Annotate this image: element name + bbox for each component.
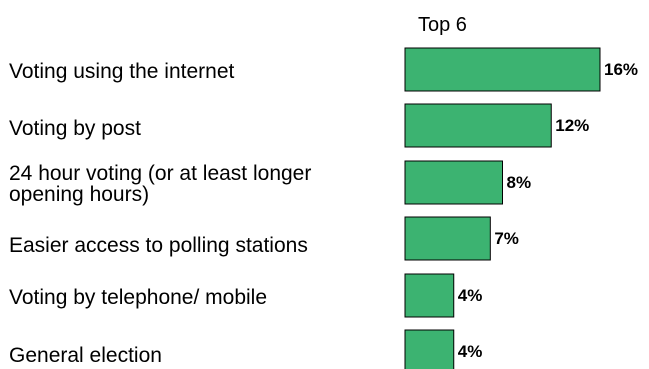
category-label-2: 24 hour voting (or at least longer openi… [9,162,312,206]
value-label-4: 4% [458,286,483,305]
bar-1 [404,103,552,148]
category-label-4: Voting by telephone/ mobile [9,286,268,309]
bar-4 [404,273,455,318]
value-label-0: 16% [604,60,638,79]
value-label-1: 12% [555,116,589,135]
bar-3 [404,216,491,261]
category-label-3: Easier access to polling stations [9,234,308,257]
bar-0 [404,47,601,92]
category-label-0: Voting using the internet [9,60,235,83]
value-label-3: 7% [494,229,519,248]
category-label-1: Voting by post [9,117,141,140]
value-label-5: 4% [458,342,483,361]
chart-title: Top 6 [418,14,467,36]
category-label-5: General election [9,344,162,367]
bar-2 [404,160,503,205]
bar-5 [404,329,455,369]
value-label-2: 8% [507,173,532,192]
